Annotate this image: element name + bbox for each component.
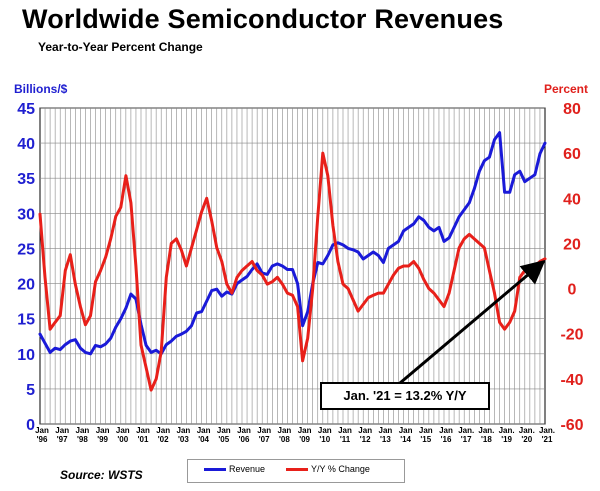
legend-item-revenue: Revenue [204, 464, 265, 474]
x-tick-label-year: '97 [57, 435, 68, 444]
left-axis-unit: Billions/$ [14, 82, 68, 96]
legend-swatch-revenue [204, 467, 226, 471]
x-tick-label-year: '03 [178, 435, 189, 444]
x-tick-label-month: Jan [257, 426, 271, 435]
legend-label-revenue: Revenue [229, 464, 266, 474]
x-tick-label-year: '04 [198, 435, 209, 444]
left-tick-label: 45 [17, 101, 35, 118]
x-tick-label-year: '08 [279, 435, 290, 444]
left-tick-label: 10 [17, 347, 35, 364]
x-tick-label-month: Jan [338, 426, 352, 435]
x-tick-label-month: Jan. [519, 426, 535, 435]
x-tick-label-month: Jan [399, 426, 413, 435]
x-tick-label-month: Jan [237, 426, 251, 435]
right-tick-label: 60 [563, 146, 581, 163]
x-tick-label-year: '96 [37, 435, 48, 444]
x-tick-label-year: '05 [218, 435, 229, 444]
left-tick-label: 40 [17, 136, 35, 153]
left-tick-label: 20 [17, 277, 35, 294]
x-tick-label-year: '07 [259, 435, 270, 444]
x-tick-label-year: '99 [97, 435, 108, 444]
right-tick-label: -60 [560, 417, 583, 434]
x-tick-label-month: Jan [358, 426, 372, 435]
left-tick-label: 5 [26, 382, 35, 399]
left-tick-label: 25 [17, 241, 35, 258]
x-tick-label-month: Jan [76, 426, 90, 435]
x-tick-label-year: '17 [461, 435, 472, 444]
x-tick-label-year: '18 [481, 435, 492, 444]
x-tick-label-month: Jan [96, 426, 110, 435]
x-tick-label-year: '16 [441, 435, 452, 444]
left-tick-label: 0 [26, 417, 35, 434]
x-tick-label-year: '06 [239, 435, 250, 444]
x-tick-label-year: '14 [400, 435, 411, 444]
x-tick-label-month: Jan [318, 426, 332, 435]
x-tick-label-year: '15 [420, 435, 431, 444]
x-tick-label-month: Jan [379, 426, 393, 435]
x-tick-label-month: Jan. [478, 426, 494, 435]
annotation-arrow [399, 259, 546, 385]
right-tick-label: 80 [563, 101, 581, 118]
x-tick-label-year: '19 [501, 435, 512, 444]
x-tick-label-month: Jan [278, 426, 292, 435]
x-tick-label-month: Jan [156, 426, 170, 435]
x-tick-label-year: '10 [319, 435, 330, 444]
x-tick-label-year: '21 [542, 435, 553, 444]
x-tick-label-year: '02 [158, 435, 169, 444]
right-tick-label: 40 [563, 191, 581, 208]
chart-subtitle: Year-to-Year Percent Change [38, 40, 203, 54]
left-tick-label: 35 [17, 171, 35, 188]
x-tick-label-year: '09 [299, 435, 310, 444]
right-tick-label: 0 [568, 282, 577, 299]
x-tick-label-month: Jan [177, 426, 191, 435]
x-tick-label-month: Jan [197, 426, 211, 435]
x-tick-label-month: Jan [35, 426, 49, 435]
legend-item-yy: Y/Y % Change [286, 464, 370, 474]
x-tick-label-month: Jan. [458, 426, 474, 435]
x-tick-label-year: '00 [117, 435, 128, 444]
chart-title: Worldwide Semiconductor Revenues [22, 4, 504, 34]
right-tick-label: 20 [563, 236, 581, 253]
x-tick-label-year: '11 [340, 435, 351, 444]
source-label: Source: WSTS [60, 468, 143, 482]
x-tick-label-month: Jan [298, 426, 312, 435]
left-tick-label: 30 [17, 206, 35, 223]
legend-label-yy: Y/Y % Change [311, 464, 370, 474]
x-tick-label-month: Jan [116, 426, 130, 435]
x-tick-label-month: Jan [55, 426, 69, 435]
x-tick-label-month: Jan [419, 426, 433, 435]
x-tick-label-month: Jan. [499, 426, 515, 435]
x-tick-label-month: Jan. [539, 426, 555, 435]
right-axis-unit: Percent [543, 82, 588, 96]
legend: Revenue Y/Y % Change [187, 459, 405, 483]
annotation-box: Jan. '21 = 13.2% Y/Y [320, 382, 490, 410]
x-tick-label-year: '01 [138, 435, 149, 444]
right-tick-label: -40 [560, 372, 583, 389]
legend-swatch-yy [286, 467, 308, 471]
x-tick-label-year: '12 [360, 435, 371, 444]
x-tick-label-year: '20 [521, 435, 532, 444]
x-tick-label-year: '13 [380, 435, 391, 444]
x-tick-label-year: '98 [77, 435, 88, 444]
revenue-series-line [38, 131, 547, 356]
right-tick-label: -20 [560, 327, 583, 344]
x-tick-label-month: Jan [439, 426, 453, 435]
yy-change-series-line [38, 151, 547, 392]
x-tick-label-month: Jan [136, 426, 150, 435]
left-tick-label: 15 [17, 312, 35, 329]
x-tick-label-month: Jan [217, 426, 231, 435]
